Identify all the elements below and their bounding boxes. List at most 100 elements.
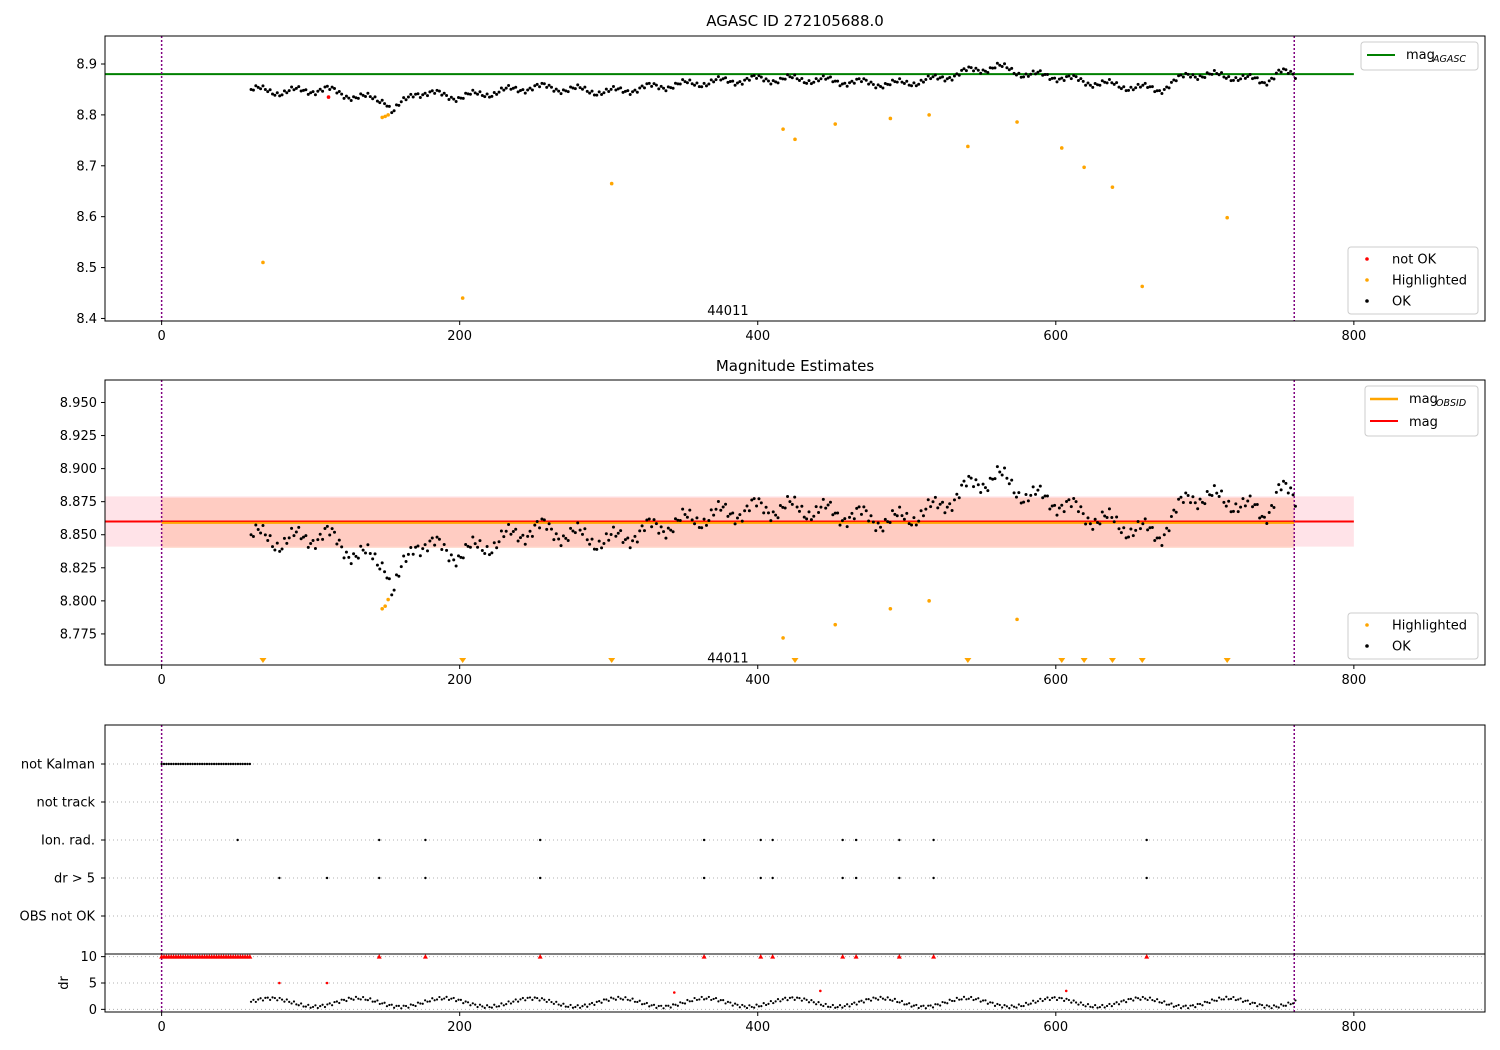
ok-point [1241,74,1245,78]
dr-point [860,999,863,1002]
dr-point [862,1001,865,1004]
ok-point [747,509,751,513]
ok-point [1184,71,1188,75]
dr-point [953,999,956,1003]
dr-point [1089,1005,1092,1008]
ok-point [762,511,766,515]
dr-point [769,999,772,1003]
ok-point [499,86,503,90]
ok-point [271,92,275,96]
dr-point [962,995,966,998]
ok-point [354,554,358,558]
y-tick-label: 8.775 [60,627,97,642]
dr-point [636,1000,639,1004]
dr-point [1282,1004,1285,1007]
not-kalman-point [210,762,213,766]
ok-point [864,78,868,82]
ok-point [1155,89,1159,93]
ok-point [590,537,594,541]
ok-point [456,96,460,100]
ok-point [1282,479,1286,483]
dr-clipped-marker [422,954,428,959]
ok-point [623,538,627,542]
ok-point [619,529,623,533]
dr-point [807,1001,811,1004]
dr-point [459,998,462,1001]
dr-not-ok-point [672,991,676,994]
dr-point [1129,997,1133,1000]
ok-point [1167,529,1171,533]
ok-point [418,554,422,558]
ok-point [848,81,852,85]
ok-point [621,540,625,544]
dr-point [745,1006,749,1010]
ok-point [511,530,515,534]
ok-point [1017,71,1021,75]
dr-point [919,1005,923,1008]
ok-point [752,497,756,501]
dr-point [707,995,710,999]
offscale-marker [1058,658,1066,663]
ok-point [414,545,418,549]
dr-point [1027,1003,1030,1006]
dr-point [943,1001,947,1004]
dr-point [323,1005,327,1009]
ok-point [1000,473,1004,477]
ok-point [380,561,384,565]
x-tick-label: 800 [1341,673,1366,688]
dr-point [1029,1002,1032,1005]
ok-point [318,532,322,536]
dr-point [1003,1004,1006,1007]
ok-point [1050,76,1054,80]
dr-point [853,1001,856,1004]
ok-point [1181,75,1185,79]
not-kalman-point [165,762,168,766]
ok-point [526,88,530,92]
ok-point [857,77,861,81]
ok-point [938,502,942,506]
dr-point [373,1000,377,1003]
ok-point [819,505,823,509]
ok-point [1196,77,1200,81]
ok-point [607,90,611,94]
x-tick-label: 400 [745,1020,770,1035]
ok-point [604,87,608,91]
ok-point [504,86,508,90]
highlighted-point [927,599,931,603]
ok-point [805,517,809,521]
dr-point [1227,998,1230,1001]
dr-point [1260,1003,1264,1007]
ok-point [392,588,396,592]
ok-point [1110,81,1114,85]
dr-point [705,997,708,1000]
ok-point [964,69,968,73]
ok-point [1010,478,1014,482]
ok-point [249,87,253,91]
ion-rad-point [538,838,542,842]
ok-point [974,478,978,482]
dr-point [729,1001,732,1004]
dr-gt5-point [854,876,858,880]
ok-point [981,482,985,486]
ok-point [547,83,551,87]
dr-point [400,1007,403,1010]
ok-point [783,506,787,510]
dr-point [249,1000,253,1003]
dr-point [800,999,803,1002]
ok-point [647,517,651,521]
dr-point [874,997,877,1000]
ok-point [671,86,675,90]
dr-point [517,1000,520,1003]
ok-point [492,91,496,95]
legend-subscript-obsid: OBSID [1436,398,1466,409]
ok-point [1105,516,1109,520]
dr-point [261,999,265,1002]
ok-point [828,75,832,79]
ok-point [716,75,720,79]
ok-point [359,92,363,96]
ok-point [1286,491,1290,495]
ok-point [266,539,270,543]
ok-point [445,93,449,97]
ok-point [1119,87,1123,91]
ok-point [821,74,825,78]
